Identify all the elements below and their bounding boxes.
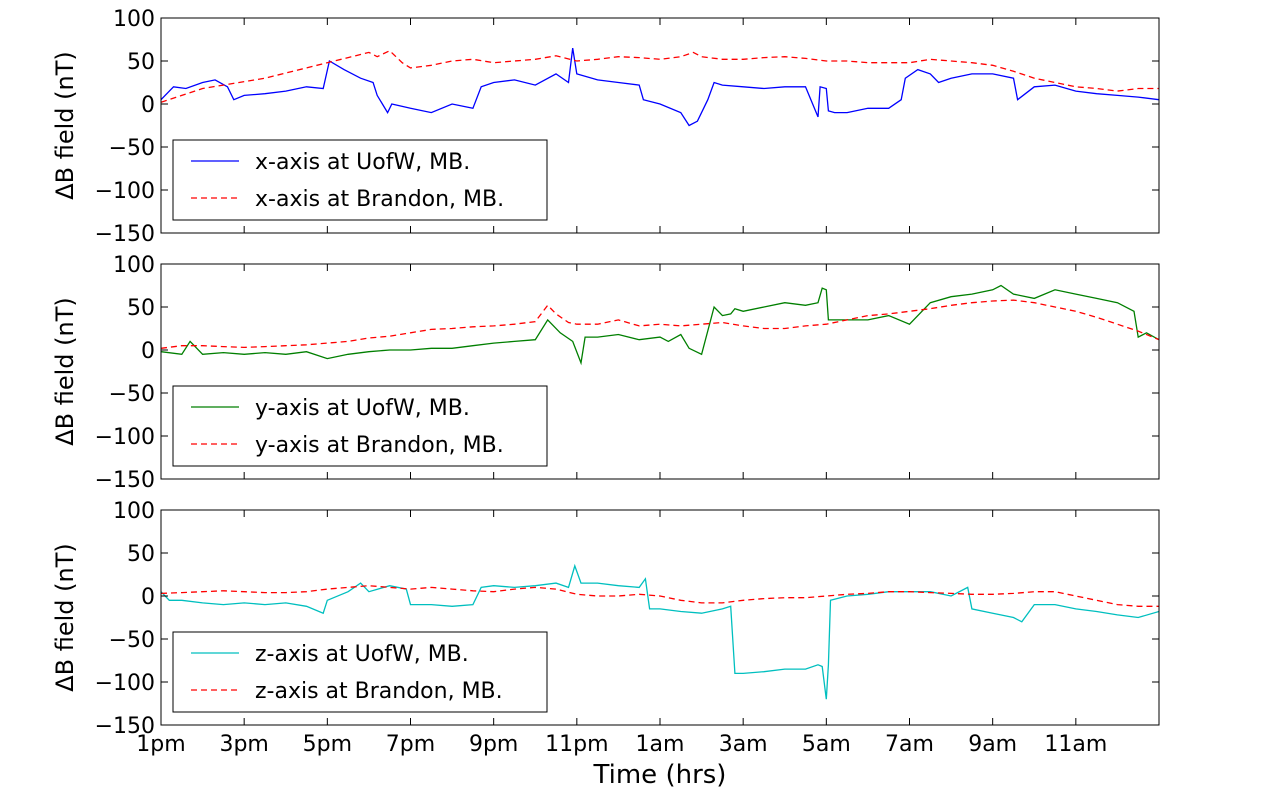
y-axis-label: ΔB field (nT) [51,51,79,200]
y-tick-label: −50 [109,136,155,161]
x-tick-label: 3am [719,732,768,757]
y-tick-label: −100 [95,425,155,450]
y-tick-label: 100 [113,253,155,278]
series-line-3-2 [161,585,1159,607]
x-tick-label: 9am [968,732,1017,757]
y-tick-label: 0 [141,585,155,610]
legend-box [172,385,548,467]
y-tick-label: −150 [95,222,155,247]
legend-label: y-axis at UofW, MB. [255,396,470,421]
y-tick-label: 100 [113,499,155,524]
y-tick-label: −150 [95,714,155,739]
y-tick-label: 50 [127,542,155,567]
series-line-1-2 [161,49,1159,103]
y-tick-label: −100 [95,179,155,204]
series-line-3-1 [161,563,1159,700]
x-tick-label: 11pm [545,732,608,757]
legend-box [172,631,548,713]
legend-label: z-axis at UofW, MB. [255,642,469,667]
x-tick-label: 9pm [469,732,518,757]
y-axis-label: ΔB field (nT) [51,297,79,446]
y-tick-label: −100 [95,671,155,696]
legend-label: x-axis at Brandon, MB. [255,187,504,212]
series-line-2-2 [161,299,1159,349]
y-tick-label: 0 [141,93,155,118]
x-tick-label: 1pm [136,732,185,757]
y-tick-label: −50 [109,382,155,407]
y-tick-label: 0 [141,339,155,364]
y-tick-label: 50 [127,50,155,75]
legend-label: x-axis at UofW, MB. [255,150,470,175]
x-tick-label: 7am [885,732,934,757]
x-tick-label: 5pm [303,732,352,757]
legend-label: y-axis at Brandon, MB. [255,433,504,458]
x-tick-label: 1am [636,732,685,757]
y-axis-label: ΔB field (nT) [51,543,79,692]
x-axis-label: Time (hrs) [593,760,727,790]
x-tick-label: 3pm [219,732,268,757]
chart-panel-2: −150 −100 −50 0 50 100 ΔB field (nT) y-axis at … [51,253,1160,493]
chart-panel-3: −150 −100 −50 0 50 100 1pm 3pm 5pm 7pm 9pm 11pm 1am 3… [51,499,1160,790]
chart-panel-1: −150 −100 −50 0 50 100 ΔB field (nT) x-axis at … [51,7,1160,247]
y-tick-label: 100 [113,7,155,32]
legend-box [172,139,548,221]
legend-label: z-axis at Brandon, MB. [255,679,503,704]
series-line-2-1 [161,284,1159,366]
x-tick-label: 11am [1044,732,1107,757]
x-tick-label: 5am [802,732,851,757]
x-tick-label: 7pm [386,732,435,757]
y-tick-label: −50 [109,628,155,653]
y-tick-label: −150 [95,468,155,493]
y-tick-label: 50 [127,296,155,321]
series-line-1-1 [161,47,1159,127]
